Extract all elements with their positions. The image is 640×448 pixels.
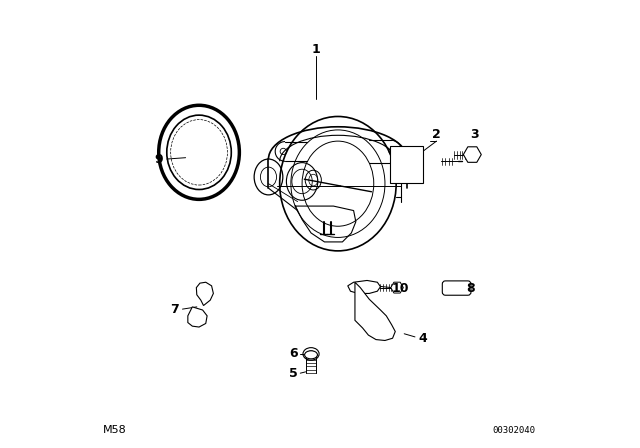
Text: 10: 10 [392,282,410,296]
Text: 00302040: 00302040 [492,426,535,435]
Text: M58: M58 [103,426,127,435]
Text: 2: 2 [432,128,441,141]
Text: 4: 4 [419,332,428,345]
Polygon shape [355,282,396,340]
Text: 1: 1 [311,43,320,56]
Text: 6: 6 [289,347,298,361]
Ellipse shape [305,351,317,359]
Text: 3: 3 [470,128,479,141]
Polygon shape [188,307,207,327]
FancyBboxPatch shape [390,146,422,183]
Polygon shape [348,280,380,293]
Polygon shape [196,282,213,306]
Text: 5: 5 [289,366,298,380]
FancyBboxPatch shape [442,281,471,295]
Text: 9: 9 [154,152,163,166]
Text: 7: 7 [170,302,179,316]
Text: 8: 8 [466,282,474,296]
